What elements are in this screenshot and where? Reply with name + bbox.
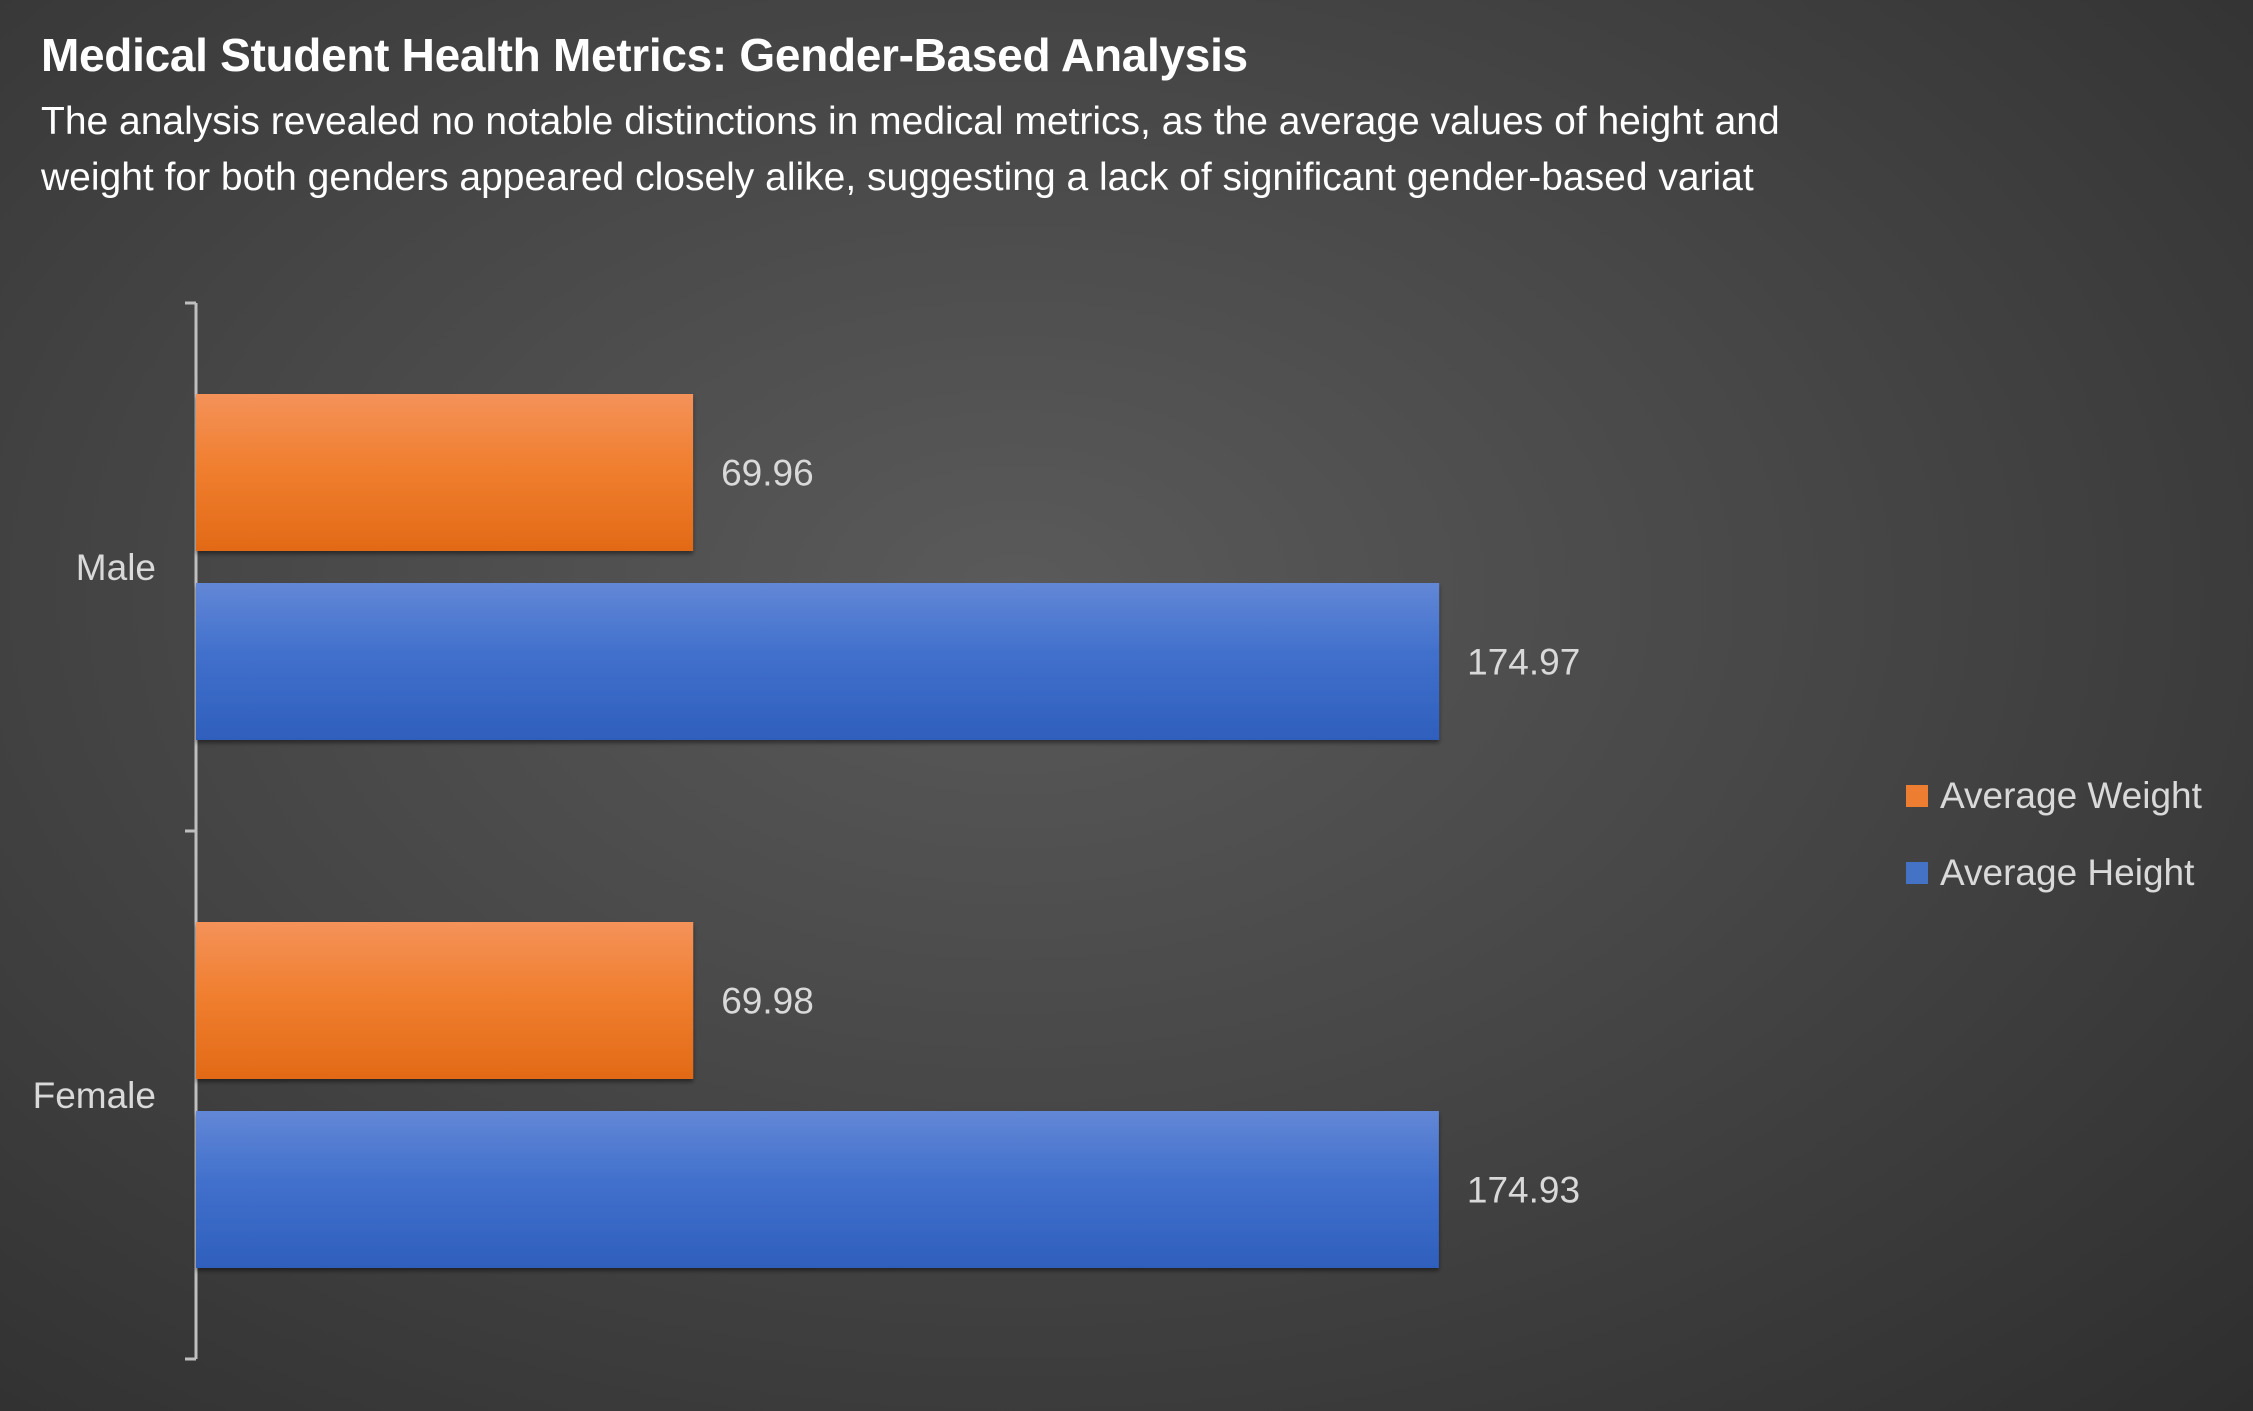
bars-group [196,394,1440,1268]
legend-item-average-height: Average Height [1906,852,2202,893]
category-axis: Male Female [33,301,198,1361]
category-label-female: Female [33,1075,156,1116]
chart-title: Medical Student Health Metrics: Gender-B… [41,29,1248,81]
bar-female-average-height [196,1111,1439,1268]
data-label-female-average-height: 174.93 [1467,1170,1580,1211]
bar-female-average-weight [196,922,694,1079]
legend: Average Weight Average Height [1906,775,2202,930]
chart-subtitle: The analysis revealed no notable distinc… [41,100,1780,199]
bar-male-average-weight [196,394,694,551]
data-label-male-average-weight: 69.96 [721,453,814,494]
legend-swatch-average-weight [1906,785,1928,807]
bar-male-average-height [196,583,1440,740]
data-label-female-average-weight: 69.98 [721,981,814,1022]
category-label-male: Male [76,547,156,588]
data-label-male-average-height: 174.97 [1467,642,1580,683]
legend-item-average-weight: Average Weight [1906,775,2202,816]
legend-label-average-weight: Average Weight [1940,775,2202,816]
legend-swatch-average-height [1906,862,1928,884]
legend-label-average-height: Average Height [1940,852,2195,893]
labels-group: 69.96 174.97 69.98 174.93 [721,453,1580,1211]
